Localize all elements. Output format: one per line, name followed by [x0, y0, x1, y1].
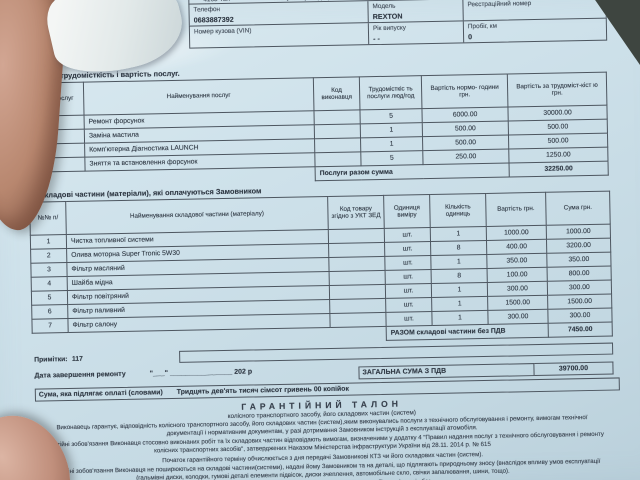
column-header: Вартість нормо- години грн. — [421, 74, 508, 109]
notes-label: Примітки: — [34, 355, 68, 364]
warranty-section: ГАРАНТІЙНИЙ ТАЛОН колісного транспортног… — [29, 395, 616, 480]
column-header: Вартість за трудоміст-кіст ю грн. — [507, 72, 607, 107]
services-total-label: Послуги разом сумма — [315, 163, 509, 181]
table-cell: 6 — [32, 305, 68, 320]
table-cell: 300.00 — [548, 308, 612, 323]
amount-words-value: Тридцять дев'ять тисяч сімсот гривень 00… — [176, 385, 349, 396]
table-cell: шт. — [386, 312, 432, 327]
grand-total-value: 39700.00 — [534, 362, 613, 377]
table-cell — [328, 228, 384, 243]
table-cell — [330, 298, 386, 313]
table-cell: шт. — [385, 270, 431, 285]
registration-value — [468, 8, 602, 11]
table-cell: шт. — [384, 228, 430, 243]
mileage-value: 0 — [467, 32, 473, 42]
table-cell: 1 — [30, 235, 66, 250]
table-cell: 5 — [360, 109, 422, 124]
table-cell: 1 — [430, 226, 486, 241]
table-cell: 300.00 — [487, 281, 547, 296]
table-cell: шт. — [385, 242, 431, 257]
repair-date-label: Дата завершення ремонту — [34, 370, 126, 380]
parts-total-label: РАЗОМ складові частини без ПДВ — [386, 323, 548, 340]
table-cell: 8 — [431, 268, 487, 283]
table-cell: 350.00 — [487, 253, 547, 268]
column-header: Вартість грн. — [486, 192, 547, 226]
column-header: Найменування складової частини (матеріал… — [66, 196, 329, 234]
table-cell — [329, 284, 385, 299]
table-cell — [315, 152, 361, 167]
invoice-document: са: irina.tokar@ukr.net СВІДОЦТВО ржавну… — [21, 0, 615, 480]
parts-table-body: 1 Чистка топливної системи шт. 1 1000.00 1000… — [30, 224, 612, 333]
column-header: Кількість одиниць — [430, 193, 487, 227]
vehicle-info-table: 4163 Тел ПІБ (Номер свідоцтва Телефон 06… — [188, 0, 607, 49]
model-label: Модель — [372, 2, 396, 11]
year-label: Рік випуску — [372, 24, 407, 33]
notes-value: 117 — [71, 355, 83, 363]
table-cell: 400.00 — [486, 239, 546, 254]
table-cell: 1500.00 — [488, 295, 548, 310]
table-cell — [329, 256, 385, 271]
repair-date-blank: "___" ________________ 202 р — [149, 368, 253, 378]
table-cell: 1 — [360, 123, 422, 138]
year-value: - - — [373, 33, 380, 44]
table-cell — [314, 110, 360, 125]
phone-value: 0683887392 — [193, 14, 234, 25]
parts-table: №№ п/ Найменування складової частини (ма… — [29, 191, 613, 348]
table-cell: шт. — [386, 298, 432, 313]
table-cell: 1 — [431, 282, 487, 297]
table-cell — [329, 242, 385, 257]
mileage-label: Пробіг, км — [467, 22, 498, 31]
table-cell — [315, 138, 361, 153]
grand-total-label: ЗАГАЛЬНА СУМА З ПДВ — [358, 363, 534, 379]
table-cell: 300.00 — [547, 280, 611, 295]
services-total-value: 32250.00 — [509, 161, 608, 177]
table-cell: 800.00 — [547, 266, 611, 281]
table-cell: 1 — [432, 310, 488, 325]
column-header: Сума грн. — [546, 191, 611, 225]
amount-words-label: Сума, яка підлягає оплаті (словами) — [38, 389, 163, 399]
model-field: Модель REXTON — [368, 0, 463, 22]
vin-label: Номер кузова (VIN) — [193, 27, 252, 36]
table-cell — [329, 270, 385, 285]
year-field: Рік випуску - - — [369, 21, 464, 44]
parts-total-value: 7450.00 — [548, 322, 612, 337]
table-cell: 3200.00 — [546, 238, 610, 253]
vin-field: Номер кузова (VIN) — [190, 23, 369, 47]
table-cell — [314, 124, 360, 139]
column-header: Найменування послуг — [83, 78, 314, 115]
table-cell: 7 — [32, 319, 68, 334]
table-cell: шт. — [385, 256, 431, 271]
services-table: Код послуг Найменування послуг Код викон… — [31, 72, 609, 187]
mileage-field: Пробіг, км 0 — [464, 19, 606, 43]
column-header: Код виконавця — [313, 77, 360, 111]
registration-label: Реєстраційний номер — [467, 0, 532, 9]
table-cell: 1 — [361, 137, 423, 152]
column-header: Код товару згідно з УКТ ЗЕД — [328, 195, 385, 229]
table-cell: 1 — [431, 254, 487, 269]
table-cell: 350.00 — [547, 252, 611, 267]
column-header: Одиниця виміру — [384, 195, 431, 229]
table-cell: 4 — [31, 277, 67, 292]
table-cell — [330, 312, 386, 327]
table-cell: 1000.00 — [486, 225, 546, 240]
notes-blank-box — [179, 343, 613, 363]
table-cell: 1 — [432, 296, 488, 311]
table-cell: 2 — [31, 249, 67, 264]
grand-total-box: ЗАГАЛЬНА СУМА З ПДВ 39700.00 — [358, 362, 613, 380]
table-cell: 3 — [31, 263, 67, 278]
table-cell: 300.00 — [488, 309, 548, 324]
phone-field: Телефон 0683887392 — [189, 1, 368, 25]
registration-field: Реєстраційний номер — [463, 0, 605, 20]
table-cell: 100.00 — [487, 267, 547, 282]
model-value: REXTON — [372, 11, 403, 22]
table-cell: 8 — [431, 240, 487, 255]
table-cell: шт. — [385, 284, 431, 299]
column-header: Трудомісткіс ть послуги люд/год — [359, 76, 422, 110]
table-cell: 5 — [31, 291, 67, 306]
table-cell: 1000.00 — [546, 224, 610, 239]
table-cell: 5 — [361, 151, 423, 166]
table-cell: 1500.00 — [548, 294, 612, 309]
